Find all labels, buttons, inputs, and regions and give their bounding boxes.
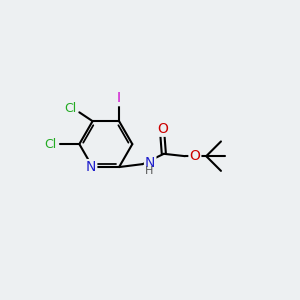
Text: H: H <box>145 166 153 176</box>
Text: O: O <box>190 149 200 163</box>
Text: N: N <box>145 156 155 170</box>
Text: O: O <box>157 122 168 136</box>
Text: I: I <box>117 91 121 105</box>
Text: N: N <box>86 160 96 174</box>
Text: Cl: Cl <box>45 138 57 151</box>
Text: Cl: Cl <box>64 102 76 115</box>
